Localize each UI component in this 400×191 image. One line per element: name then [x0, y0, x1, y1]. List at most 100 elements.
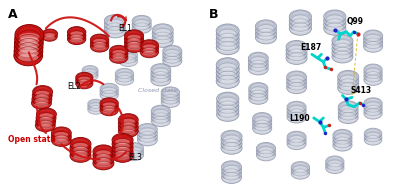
- Ellipse shape: [365, 136, 381, 142]
- Ellipse shape: [364, 32, 382, 38]
- Ellipse shape: [68, 35, 85, 41]
- Ellipse shape: [32, 97, 52, 109]
- Ellipse shape: [163, 45, 182, 57]
- Ellipse shape: [68, 29, 85, 34]
- Ellipse shape: [32, 99, 50, 105]
- Ellipse shape: [162, 96, 179, 101]
- Ellipse shape: [155, 29, 170, 34]
- Ellipse shape: [138, 124, 157, 135]
- Ellipse shape: [289, 57, 304, 62]
- Ellipse shape: [127, 151, 141, 155]
- Ellipse shape: [259, 154, 273, 159]
- Ellipse shape: [288, 103, 305, 109]
- Ellipse shape: [289, 46, 304, 51]
- Ellipse shape: [249, 89, 268, 101]
- Ellipse shape: [325, 16, 345, 23]
- Ellipse shape: [293, 19, 308, 25]
- Ellipse shape: [341, 106, 355, 111]
- Ellipse shape: [290, 24, 310, 31]
- Ellipse shape: [83, 70, 97, 75]
- Ellipse shape: [37, 118, 55, 124]
- Ellipse shape: [291, 162, 310, 173]
- Ellipse shape: [251, 68, 265, 73]
- Ellipse shape: [216, 70, 239, 84]
- Ellipse shape: [338, 101, 358, 113]
- Ellipse shape: [249, 58, 267, 64]
- Ellipse shape: [126, 43, 143, 49]
- Ellipse shape: [256, 31, 276, 44]
- Ellipse shape: [34, 88, 52, 94]
- Ellipse shape: [287, 74, 306, 87]
- Ellipse shape: [115, 143, 130, 148]
- Ellipse shape: [133, 24, 150, 30]
- Ellipse shape: [52, 129, 70, 135]
- Ellipse shape: [248, 52, 268, 64]
- Ellipse shape: [222, 168, 242, 180]
- Ellipse shape: [339, 114, 357, 120]
- Ellipse shape: [106, 17, 124, 23]
- Ellipse shape: [15, 29, 44, 49]
- Ellipse shape: [325, 20, 345, 27]
- Ellipse shape: [154, 75, 168, 80]
- Ellipse shape: [52, 136, 70, 142]
- Ellipse shape: [256, 149, 276, 161]
- Ellipse shape: [367, 136, 379, 140]
- Ellipse shape: [217, 104, 239, 117]
- Ellipse shape: [42, 32, 57, 41]
- Ellipse shape: [161, 94, 180, 104]
- Ellipse shape: [222, 164, 242, 176]
- Ellipse shape: [93, 153, 114, 166]
- Ellipse shape: [256, 22, 276, 28]
- Ellipse shape: [103, 94, 116, 98]
- Ellipse shape: [94, 151, 113, 158]
- Ellipse shape: [101, 106, 118, 112]
- Ellipse shape: [76, 80, 92, 85]
- Ellipse shape: [223, 163, 240, 169]
- Ellipse shape: [328, 167, 341, 171]
- Ellipse shape: [152, 111, 170, 116]
- Ellipse shape: [256, 26, 276, 32]
- Ellipse shape: [43, 33, 56, 38]
- Ellipse shape: [336, 144, 349, 149]
- Ellipse shape: [220, 101, 236, 107]
- Ellipse shape: [112, 134, 133, 147]
- Ellipse shape: [113, 144, 132, 150]
- Ellipse shape: [124, 143, 144, 154]
- Ellipse shape: [324, 14, 346, 27]
- Ellipse shape: [220, 76, 236, 81]
- Ellipse shape: [292, 167, 309, 172]
- Ellipse shape: [216, 24, 239, 38]
- Ellipse shape: [52, 133, 70, 139]
- Ellipse shape: [224, 147, 239, 152]
- Ellipse shape: [143, 51, 156, 55]
- Ellipse shape: [254, 125, 271, 130]
- Ellipse shape: [341, 109, 355, 114]
- Ellipse shape: [365, 106, 381, 112]
- Ellipse shape: [133, 17, 150, 23]
- Ellipse shape: [83, 67, 97, 72]
- Text: EL1: EL1: [119, 24, 132, 33]
- Ellipse shape: [104, 22, 126, 34]
- Ellipse shape: [126, 39, 143, 45]
- Ellipse shape: [259, 32, 273, 38]
- Ellipse shape: [216, 36, 239, 51]
- Ellipse shape: [76, 77, 92, 82]
- Ellipse shape: [90, 34, 109, 45]
- Ellipse shape: [218, 31, 238, 38]
- Ellipse shape: [100, 83, 118, 94]
- Ellipse shape: [54, 135, 68, 140]
- Ellipse shape: [135, 27, 148, 31]
- Ellipse shape: [293, 15, 308, 21]
- Ellipse shape: [96, 150, 111, 155]
- Ellipse shape: [140, 139, 154, 143]
- Ellipse shape: [287, 43, 306, 49]
- Ellipse shape: [294, 169, 307, 174]
- Ellipse shape: [257, 151, 274, 157]
- Ellipse shape: [288, 140, 305, 146]
- Ellipse shape: [287, 135, 306, 146]
- Ellipse shape: [108, 19, 122, 24]
- Ellipse shape: [39, 121, 53, 125]
- Ellipse shape: [327, 15, 342, 21]
- Ellipse shape: [104, 26, 126, 38]
- Ellipse shape: [220, 98, 236, 103]
